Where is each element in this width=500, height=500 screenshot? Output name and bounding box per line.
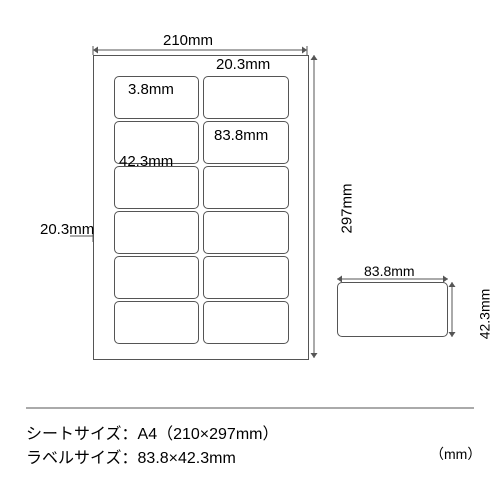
label-cell (114, 256, 200, 299)
caption-label-size: ラベルサイズ：83.8×42.3mm (26, 444, 236, 468)
label-cell (203, 76, 289, 119)
dim-left-20.3: 20.3mm (40, 221, 94, 238)
label-cell (114, 211, 200, 254)
label-cell (203, 211, 289, 254)
unit-note: （mm） (430, 444, 481, 464)
dim-single-w: 83.8mm (364, 263, 415, 279)
single-label-outline (337, 282, 448, 337)
caption-sheet-size: シートサイズ：A4（210×297mm） (26, 420, 278, 444)
label-cell (114, 166, 200, 209)
dim-w-83.8: 83.8mm (214, 127, 268, 144)
label-cell (203, 301, 289, 344)
dim-h-42.3: 42.3mm (119, 153, 173, 170)
label-cell (114, 301, 200, 344)
dim-top-20.3: 20.3mm (216, 56, 270, 73)
dim-gap-3.8: 3.8mm (128, 81, 174, 98)
dim-210mm: 210mm (163, 32, 213, 49)
label-cell (203, 166, 289, 209)
dim-297mm: 297mm (339, 183, 356, 233)
dim-single-h: 42.3mm (476, 289, 492, 340)
label-cell (203, 256, 289, 299)
